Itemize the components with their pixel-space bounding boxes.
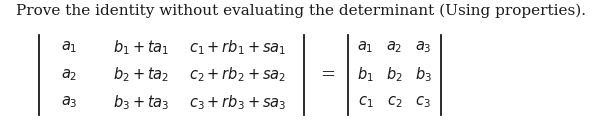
Text: $c_3$: $c_3$ xyxy=(415,95,431,110)
Text: $a_2$: $a_2$ xyxy=(61,67,78,83)
Text: $c_2$: $c_2$ xyxy=(386,95,402,110)
Text: $b_3+ta_3$: $b_3+ta_3$ xyxy=(113,93,170,112)
Text: $b_1$: $b_1$ xyxy=(357,66,374,84)
Text: $c_2+rb_2+sa_2$: $c_2+rb_2+sa_2$ xyxy=(189,66,287,84)
Text: Prove the identity without evaluating the determinant (Using properties).: Prove the identity without evaluating th… xyxy=(16,4,586,18)
Text: $c_3+rb_3+sa_3$: $c_3+rb_3+sa_3$ xyxy=(189,93,287,112)
Text: $b_1+ta_1$: $b_1+ta_1$ xyxy=(113,38,170,57)
Text: $a_1$: $a_1$ xyxy=(357,40,374,55)
Text: $a_3$: $a_3$ xyxy=(415,40,432,55)
Text: $a_3$: $a_3$ xyxy=(61,95,78,110)
Text: $c_1+rb_1+sa_1$: $c_1+rb_1+sa_1$ xyxy=(189,38,287,57)
Text: $b_2$: $b_2$ xyxy=(386,66,403,84)
Text: $a_1$: $a_1$ xyxy=(61,40,78,55)
Text: $b_3$: $b_3$ xyxy=(415,66,432,84)
Text: =: = xyxy=(321,66,335,84)
Text: $b_2+ta_2$: $b_2+ta_2$ xyxy=(113,66,170,84)
Text: $c_1$: $c_1$ xyxy=(358,95,373,110)
Text: $a_2$: $a_2$ xyxy=(386,40,403,55)
